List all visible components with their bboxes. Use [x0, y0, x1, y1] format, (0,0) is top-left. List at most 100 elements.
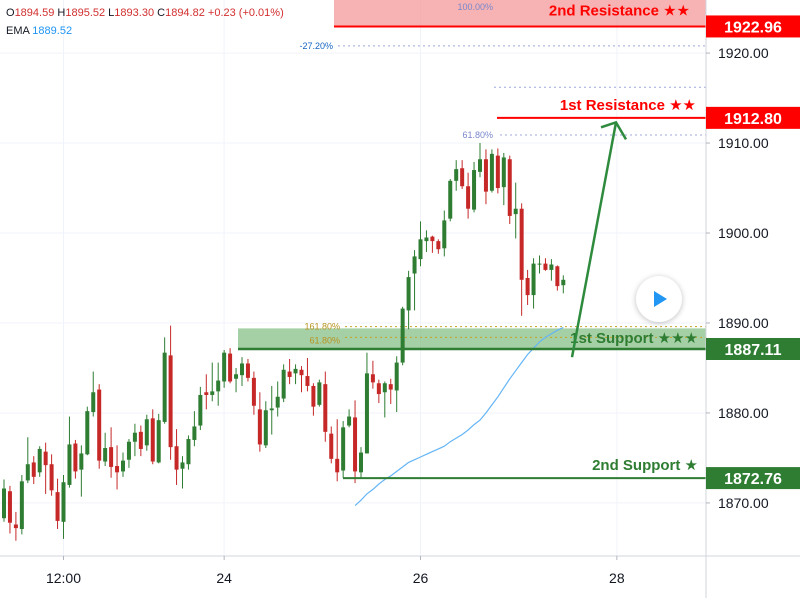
candle-body-11: [67, 444, 72, 485]
open-label: O: [6, 7, 15, 19]
candle-body-64: [382, 383, 387, 393]
support-1-label: 1st Support ★★★: [570, 330, 698, 347]
candle-body-31: [186, 439, 191, 465]
x-tick-label-3: 28: [609, 570, 625, 586]
candle-body-78: [466, 186, 471, 209]
candle-body-77: [460, 168, 465, 187]
candle-body-69: [412, 256, 417, 274]
candle-body-79: [472, 170, 477, 210]
candle-body-93: [555, 266, 560, 287]
candle-body-48: [287, 371, 292, 377]
candle-body-94: [561, 279, 566, 286]
candle-body-82: [489, 153, 494, 191]
candle-body-40: [240, 363, 244, 376]
candle-body-21: [126, 441, 131, 460]
resistance-1-label: 1st Resistance ★★: [560, 97, 696, 114]
candle-body-42: [251, 377, 256, 406]
candle-body-67: [400, 308, 405, 363]
candle-body-16: [97, 389, 102, 461]
fib-label-618-bottom: 61.80%: [309, 335, 340, 345]
candle-body-13: [79, 453, 84, 470]
y-tick-label-1: 1880.00: [718, 405, 769, 421]
candle-body-5: [31, 462, 36, 477]
candle-body-55: [329, 433, 334, 459]
candle-body-59: [353, 417, 358, 472]
candle-body-30: [180, 462, 185, 469]
high-label: H: [57, 7, 66, 19]
y-tick-label-2: 1890.00: [718, 315, 769, 331]
candle-body-33: [198, 394, 203, 426]
candle-body-9: [55, 492, 60, 521]
candle-body-90: [537, 263, 542, 265]
candle-body-14: [85, 411, 90, 455]
candle-body-25: [150, 418, 155, 462]
candle-body-75: [448, 180, 453, 219]
candle-body-56: [335, 458, 340, 473]
play-button[interactable]: [636, 276, 682, 322]
candle-body-35: [210, 391, 215, 395]
candle-body-84: [501, 157, 506, 188]
candle-body-65: [388, 384, 393, 390]
candles: [2, 143, 566, 541]
candle-body-92: [549, 264, 554, 270]
support-2-price-tag-text: 1872.76: [724, 471, 782, 488]
high-value: 1895.52: [65, 7, 106, 19]
candle-body-61: [364, 373, 369, 454]
candle-body-89: [531, 263, 536, 296]
candle-body-46: [275, 396, 280, 408]
candle-body-70: [418, 239, 423, 260]
levels: 2nd Resistance ★★ 1st Resistance ★★ 1st Su…: [238, 2, 706, 480]
resistance-2-price-tag-box: [706, 15, 800, 38]
support-1-price-tag-box: [706, 337, 800, 360]
candle-body-91: [543, 263, 548, 270]
y-tick-label-5: 1920.00: [718, 45, 769, 61]
candle-body-17: [103, 448, 108, 462]
support-1-price-tag: 1887.11: [706, 337, 800, 360]
candle-body-58: [347, 416, 352, 426]
candle-body-34: [204, 392, 209, 395]
candle-body-15: [91, 392, 96, 413]
candle-body-72: [430, 236, 435, 242]
candle-body-62: [370, 374, 375, 383]
fib-label-1618: 161.80%: [304, 322, 340, 332]
candle-body-68: [406, 277, 411, 311]
candle-body-73: [436, 241, 441, 250]
candle-body-76: [454, 169, 459, 181]
candle-body-87: [519, 208, 524, 280]
candle-body-7: [43, 451, 48, 466]
candle-body-85: [507, 159, 512, 216]
candle-body-52: [311, 385, 316, 407]
ema-row: EMA 1889.52: [6, 22, 284, 40]
forecast-arrow: [570, 122, 618, 358]
candle-body-20: [121, 460, 125, 472]
candle-body-18: [109, 447, 114, 467]
candle-body-63: [376, 383, 381, 395]
y-tick-label-0: 1870.00: [718, 495, 769, 511]
ema-line: [354, 326, 564, 507]
candle-body-45: [269, 408, 274, 411]
play-icon: [654, 291, 667, 307]
resistance-2-price-tag: 1922.96: [706, 15, 800, 38]
ema-value: 1889.52: [32, 25, 73, 37]
x-tick-label-2: 26: [413, 570, 429, 586]
candle-body-50: [299, 369, 304, 376]
ohlc-row: O1894.59 H1895.52 L1893.30 C1894.82 +0.2…: [6, 4, 284, 22]
support-2-label: 2nd Support ★: [592, 457, 698, 474]
close-label: C: [157, 7, 166, 19]
x-tick-label-0: 12:00: [46, 570, 81, 586]
candle-body-88: [525, 278, 530, 296]
candle-body-10: [61, 482, 66, 522]
candle-body-22: [132, 432, 137, 442]
zones: 100.00% -27.20% 61.80% 161.80% 61.80%: [238, 0, 706, 349]
candle-body-38: [228, 353, 233, 382]
resistance-2-label: 2nd Resistance ★★: [549, 2, 690, 19]
candle-body-54: [323, 384, 328, 432]
candle-body-2: [13, 524, 18, 529]
candle-body-29: [174, 446, 179, 470]
candle-body-23: [138, 431, 143, 449]
candle-body-60: [359, 452, 363, 473]
candle-body-43: [257, 409, 262, 445]
candle-body-39: [234, 374, 239, 379]
